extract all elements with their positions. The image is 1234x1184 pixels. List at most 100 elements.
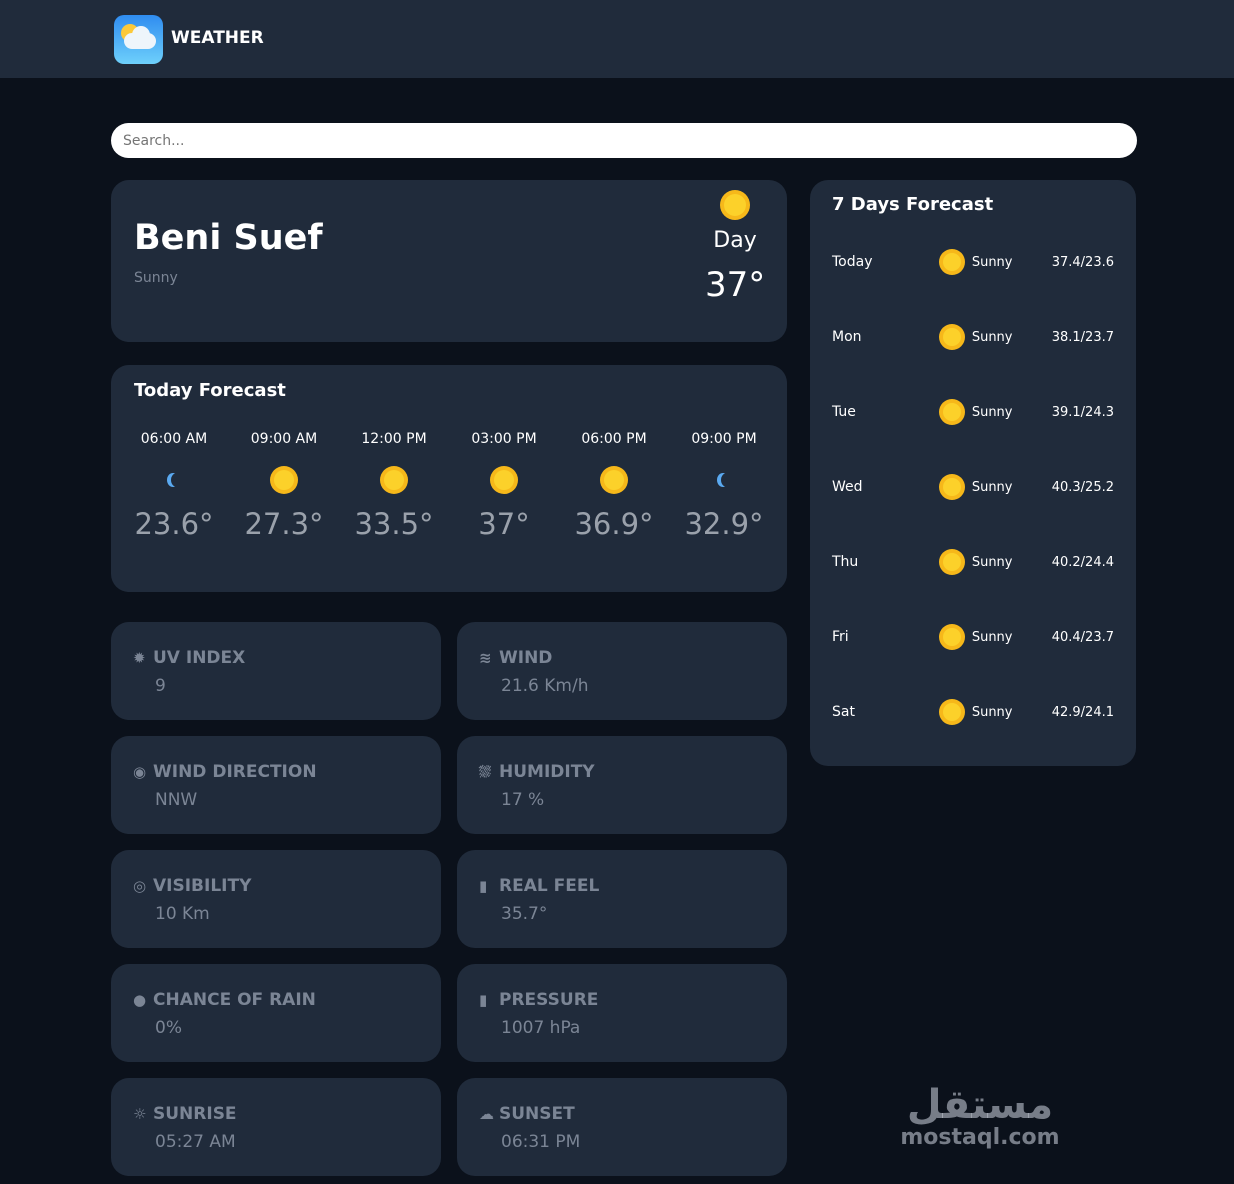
day-temp-range: 40.2/24.4 <box>1051 554 1114 570</box>
today-forecast-card: Today Forecast 06:00 AM 23.6° 09:00 AM 2… <box>111 365 787 592</box>
stat-card-wind: ≋ WIND 21.6 Km/h <box>457 622 787 720</box>
day-temp-range: 40.3/25.2 <box>1051 479 1114 495</box>
app-title: WEATHER <box>171 28 264 48</box>
hour-forecast: 06:00 AM 23.6° <box>121 431 227 541</box>
stat-value: 35.7° <box>501 904 548 924</box>
sun-icon <box>494 470 514 490</box>
sun-icon <box>942 553 961 571</box>
day-forecast-row: Thu Sunny 40.2/24.4 <box>832 547 1114 577</box>
stat-card-visibility: ◎ VISIBILITY 10 Km <box>111 850 441 948</box>
stat-value: NNW <box>155 790 198 810</box>
stat-label: VISIBILITY <box>153 876 252 896</box>
sunset-icon: ☁ <box>479 1105 494 1123</box>
watermark-arabic: مستقل <box>906 1082 1054 1128</box>
hour-temp: 32.9° <box>684 507 764 541</box>
stat-value: 21.6 Km/h <box>501 676 589 696</box>
hour-temp: 33.5° <box>354 507 434 541</box>
stat-card-pressure: ▮ PRESSURE 1007 hPa <box>457 964 787 1062</box>
section-title: 7 Days Forecast <box>832 194 994 215</box>
hour-temp: 37° <box>478 507 530 541</box>
day-name: Mon <box>832 329 862 345</box>
stat-card-sunrise: ☼ SUNRISE 05:27 AM <box>111 1078 441 1176</box>
period-label: Day <box>713 228 757 253</box>
day-condition: Sunny <box>971 704 1013 720</box>
hour-time: 03:00 PM <box>471 431 537 447</box>
section-title: Today Forecast <box>134 380 286 401</box>
stat-value: 10 Km <box>155 904 210 924</box>
droplet-icon: ● <box>133 991 147 1009</box>
stat-label: UV INDEX <box>153 648 246 668</box>
stat-label: PRESSURE <box>499 990 599 1010</box>
moon-icon <box>171 473 183 487</box>
eye-icon: ◎ <box>133 877 147 895</box>
wind-icon: ≋ <box>479 649 492 667</box>
stat-label: WIND DIRECTION <box>153 762 317 782</box>
sun-icon <box>604 470 624 490</box>
day-condition: Sunny <box>971 404 1013 420</box>
hour-time: 12:00 PM <box>361 431 427 447</box>
stat-value: 06:31 PM <box>501 1132 581 1152</box>
sun-icon <box>942 403 961 421</box>
sun-icon <box>942 703 961 721</box>
stat-label: SUNSET <box>499 1104 575 1124</box>
hour-forecast: 09:00 PM 32.9° <box>671 431 777 541</box>
day-condition: Sunny <box>971 554 1013 570</box>
day-temp-range: 38.1/23.7 <box>1051 329 1114 345</box>
search-input[interactable] <box>111 123 1137 158</box>
stat-label: CHANCE OF RAIN <box>153 990 316 1010</box>
stat-card-uv-index: ✹ UV INDEX 9 <box>111 622 441 720</box>
stat-value: 0% <box>155 1018 182 1038</box>
thermometer-icon: ▮ <box>479 877 488 895</box>
day-forecast-row: Wed Sunny 40.3/25.2 <box>832 472 1114 502</box>
hour-temp: 23.6° <box>134 507 214 541</box>
day-name: Tue <box>832 404 856 420</box>
stat-card-chance-of-rain: ● CHANCE OF RAIN 0% <box>111 964 441 1062</box>
stat-value: 17 % <box>501 790 545 810</box>
hour-forecast: 03:00 PM 37° <box>451 431 557 541</box>
sun-icon <box>942 253 961 271</box>
hour-time: 09:00 AM <box>250 431 318 447</box>
day-forecast-row: Sat Sunny 42.9/24.1 <box>832 697 1114 727</box>
shower-icon: ⛆ <box>479 763 492 781</box>
sun-icon <box>942 628 961 646</box>
day-condition: Sunny <box>971 254 1013 270</box>
sun-icon <box>942 478 961 496</box>
watermark-latin: mostaql.com <box>900 1125 1060 1150</box>
day-temp-range: 39.1/24.3 <box>1051 404 1114 420</box>
hour-temp: 36.9° <box>574 507 654 541</box>
hour-forecast: 09:00 AM 27.3° <box>231 431 337 541</box>
day-forecast-row: Fri Sunny 40.4/23.7 <box>832 622 1114 652</box>
compass-icon: ◉ <box>133 763 147 781</box>
gear-sun-icon: ✹ <box>133 649 146 667</box>
hour-time: 09:00 PM <box>691 431 757 447</box>
day-name: Today <box>832 254 873 270</box>
day-condition: Sunny <box>971 329 1013 345</box>
stat-card-sunset: ☁ SUNSET 06:31 PM <box>457 1078 787 1176</box>
top-header: WEATHER <box>0 0 1234 78</box>
stat-label: REAL FEEL <box>499 876 600 896</box>
sun-icon <box>274 470 294 490</box>
day-name: Fri <box>832 629 849 645</box>
stat-card-real-feel: ▮ REAL FEEL 35.7° <box>457 850 787 948</box>
city-name: Beni Suef <box>134 218 323 258</box>
sun-icon <box>942 328 961 346</box>
sun-icon <box>384 470 404 490</box>
hour-time: 06:00 PM <box>581 431 647 447</box>
hour-temp: 27.3° <box>244 507 324 541</box>
sunrise-icon: ☼ <box>133 1105 147 1123</box>
seven-day-forecast-card: 7 Days Forecast Today Sunny 37.4/23.6 Mo… <box>810 180 1136 766</box>
day-condition: Sunny <box>971 629 1013 645</box>
day-name: Sat <box>832 704 855 720</box>
day-temp-range: 37.4/23.6 <box>1051 254 1114 270</box>
day-temp-range: 40.4/23.7 <box>1051 629 1114 645</box>
stat-label: HUMIDITY <box>499 762 595 782</box>
day-condition: Sunny <box>971 479 1013 495</box>
current-condition: Sunny <box>134 270 178 286</box>
sun-icon <box>724 194 746 216</box>
hour-time: 06:00 AM <box>140 431 208 447</box>
stat-label: SUNRISE <box>153 1104 237 1124</box>
day-name: Wed <box>832 479 863 495</box>
stat-value: 05:27 AM <box>155 1132 236 1152</box>
stat-label: WIND <box>499 648 553 668</box>
hour-forecast: 06:00 PM 36.9° <box>561 431 667 541</box>
